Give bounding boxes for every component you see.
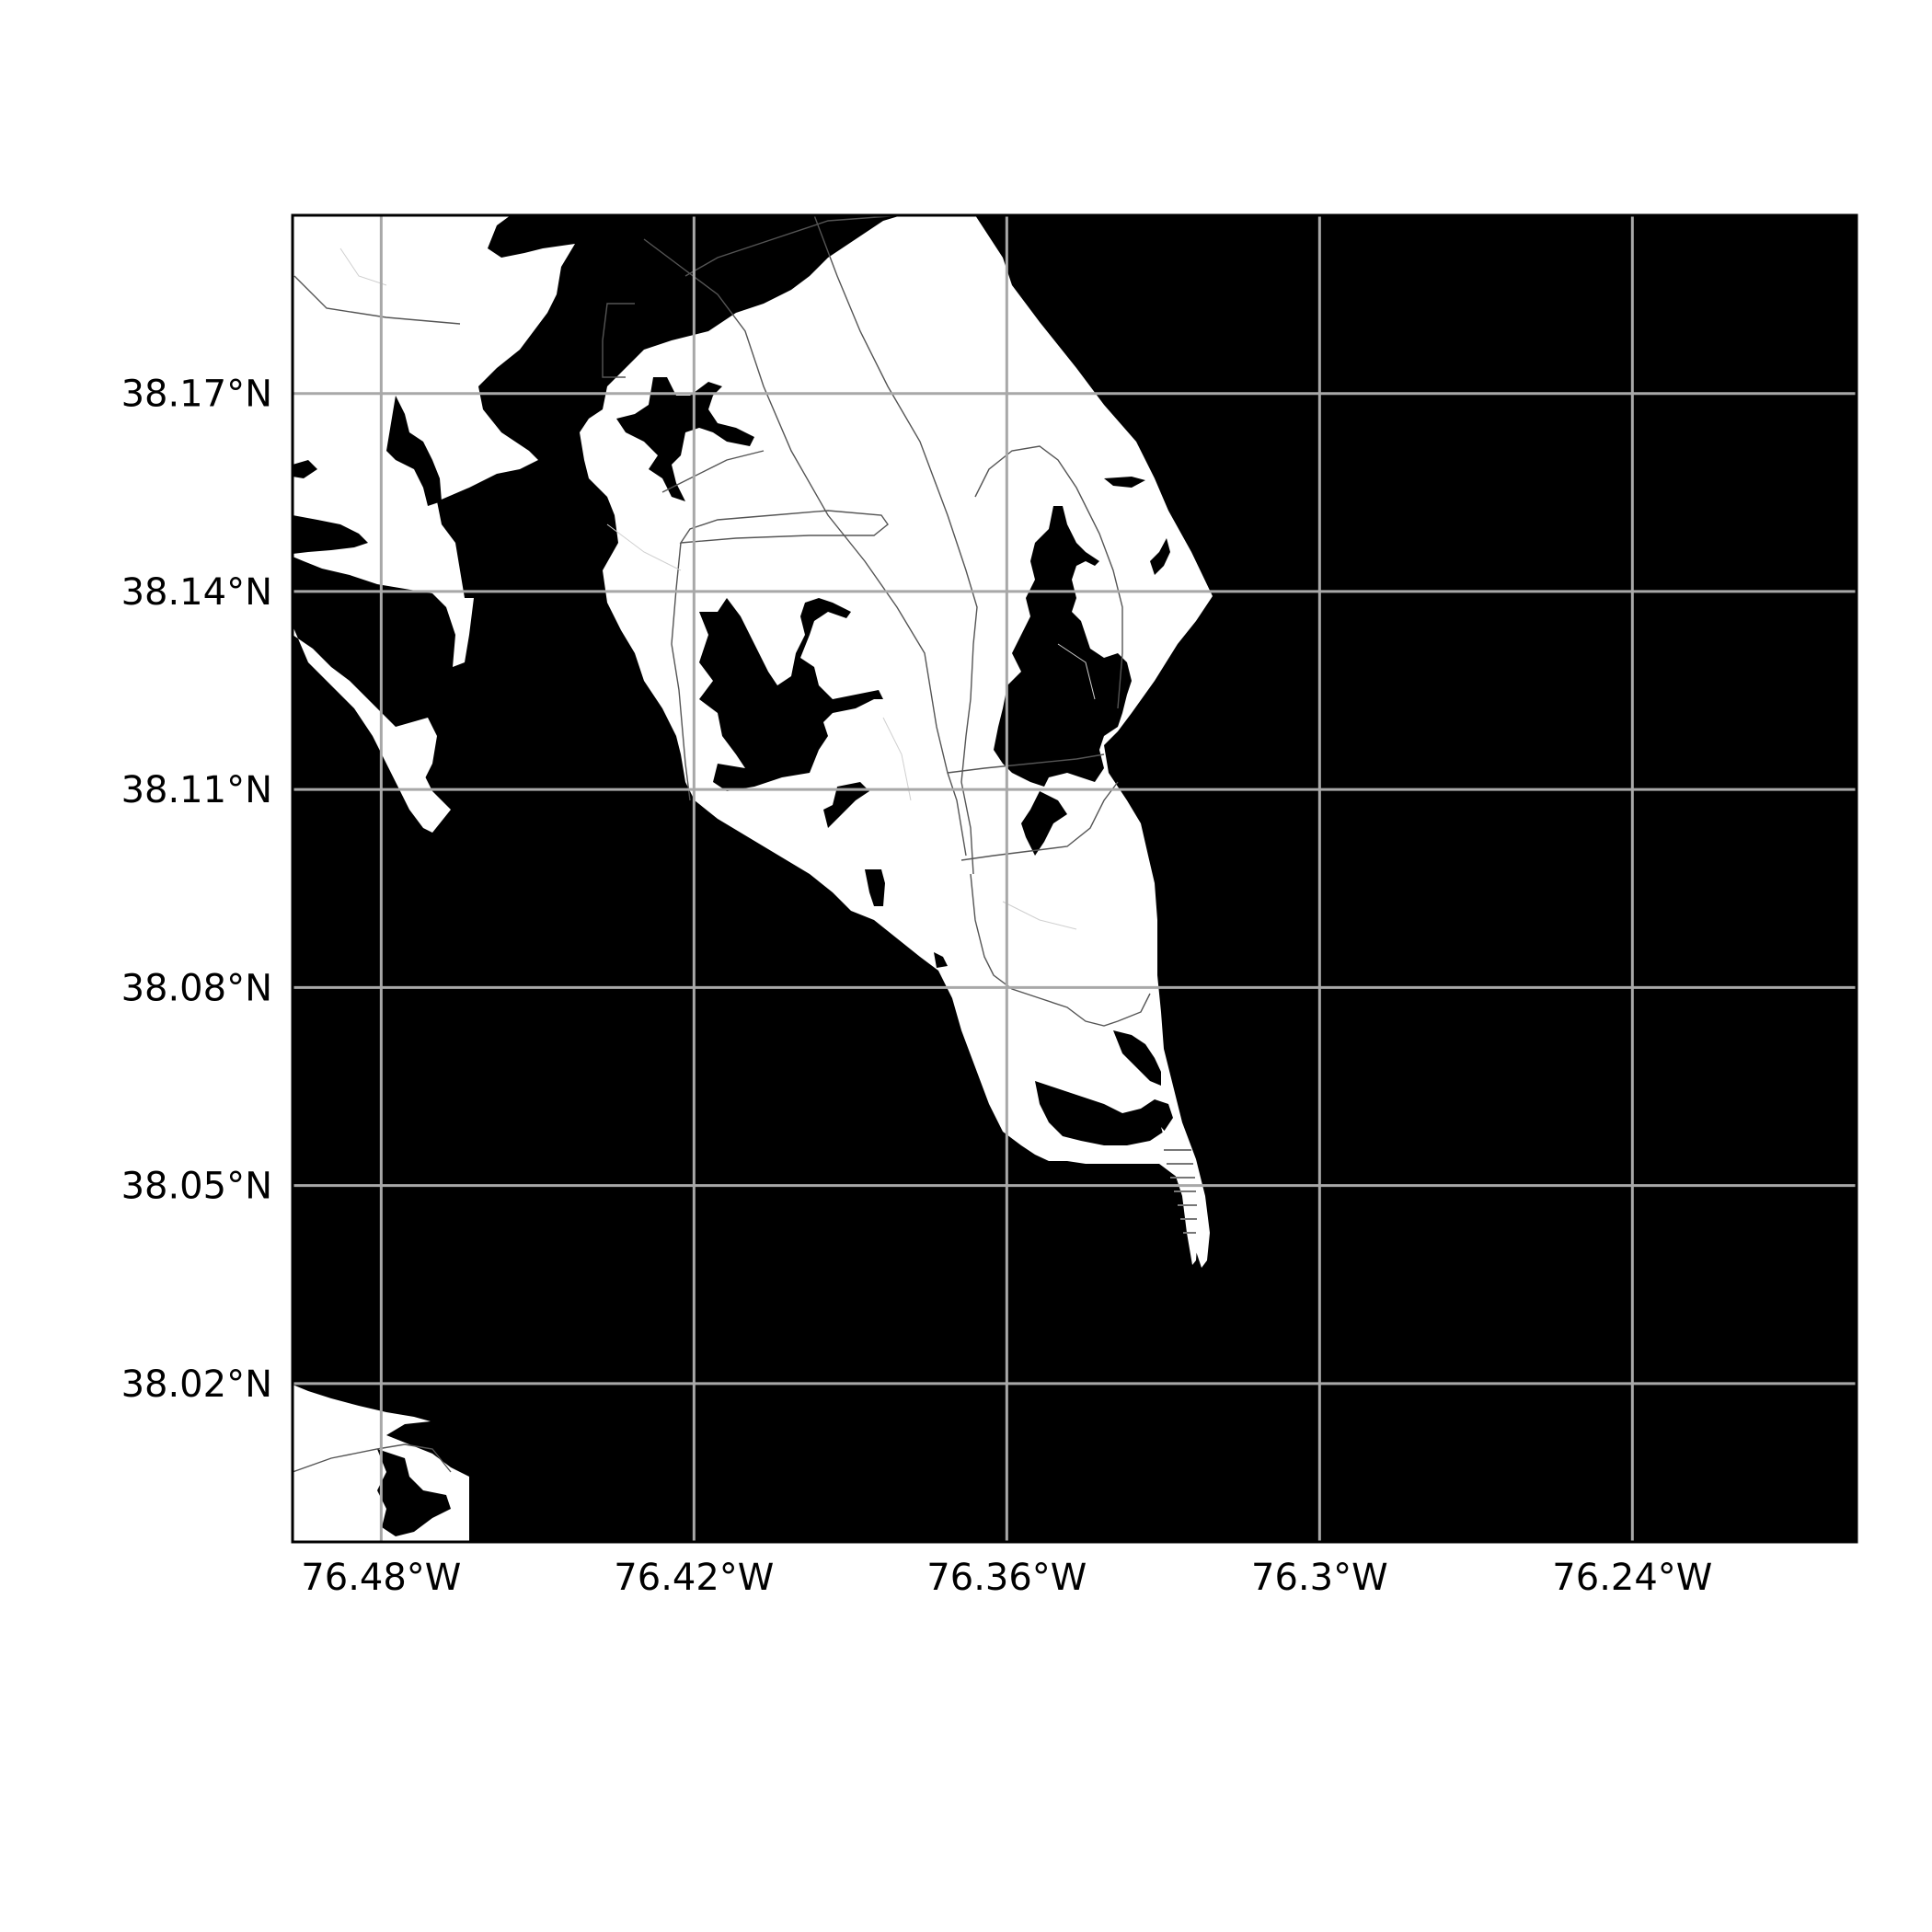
creek-east-north	[1104, 477, 1145, 488]
y-tick-label: 38.08°N	[121, 967, 272, 1009]
x-tick-label: 76.48°W	[301, 1557, 461, 1599]
creek-central-south-2	[865, 869, 885, 906]
barrier-spit	[1161, 1127, 1198, 1265]
graticule	[293, 215, 1857, 1542]
creek-central-south	[823, 782, 869, 828]
axes-frame	[291, 213, 1858, 1544]
land-west-spit	[396, 718, 437, 782]
y-tick-label: 38.14°N	[121, 571, 272, 614]
land-west-point	[293, 626, 451, 833]
creek-southwest-outlet	[934, 952, 948, 968]
x-tick-label: 76.3°W	[1251, 1557, 1388, 1599]
y-tick-label: 38.05°N	[121, 1166, 272, 1208]
x-tick-label: 76.42°W	[614, 1557, 774, 1599]
creek-east	[994, 506, 1132, 787]
creek-east-notch	[1150, 538, 1170, 575]
creek-west-1	[386, 396, 442, 506]
y-tick-label: 38.11°N	[121, 769, 272, 811]
x-tick-label: 76.36°W	[926, 1557, 1087, 1599]
creek-south-2	[1035, 1081, 1173, 1145]
y-tick-label: 38.02°N	[121, 1363, 272, 1406]
creek-south-1	[1113, 1030, 1161, 1086]
creek-central-west	[699, 598, 883, 791]
map-axes	[291, 213, 1858, 1544]
creek-northwest	[616, 377, 754, 501]
y-tick-label: 38.17°N	[121, 374, 272, 416]
creek-southwest	[377, 1449, 451, 1536]
x-axis-labels: 76.48°W 76.42°W 76.36°W 76.3°W 76.24°W	[301, 1557, 1712, 1599]
y-axis-labels: 38.17°N 38.14°N 38.11°N 38.08°N 38.05°N …	[121, 374, 272, 1406]
x-tick-label: 76.24°W	[1552, 1557, 1712, 1599]
land-northwest	[293, 215, 575, 667]
creek-west-2	[293, 515, 368, 554]
land-main-peninsula	[580, 215, 1213, 1268]
road-network	[293, 215, 1151, 1473]
creek-east-south	[1021, 791, 1067, 856]
creek-west-3	[293, 460, 317, 478]
